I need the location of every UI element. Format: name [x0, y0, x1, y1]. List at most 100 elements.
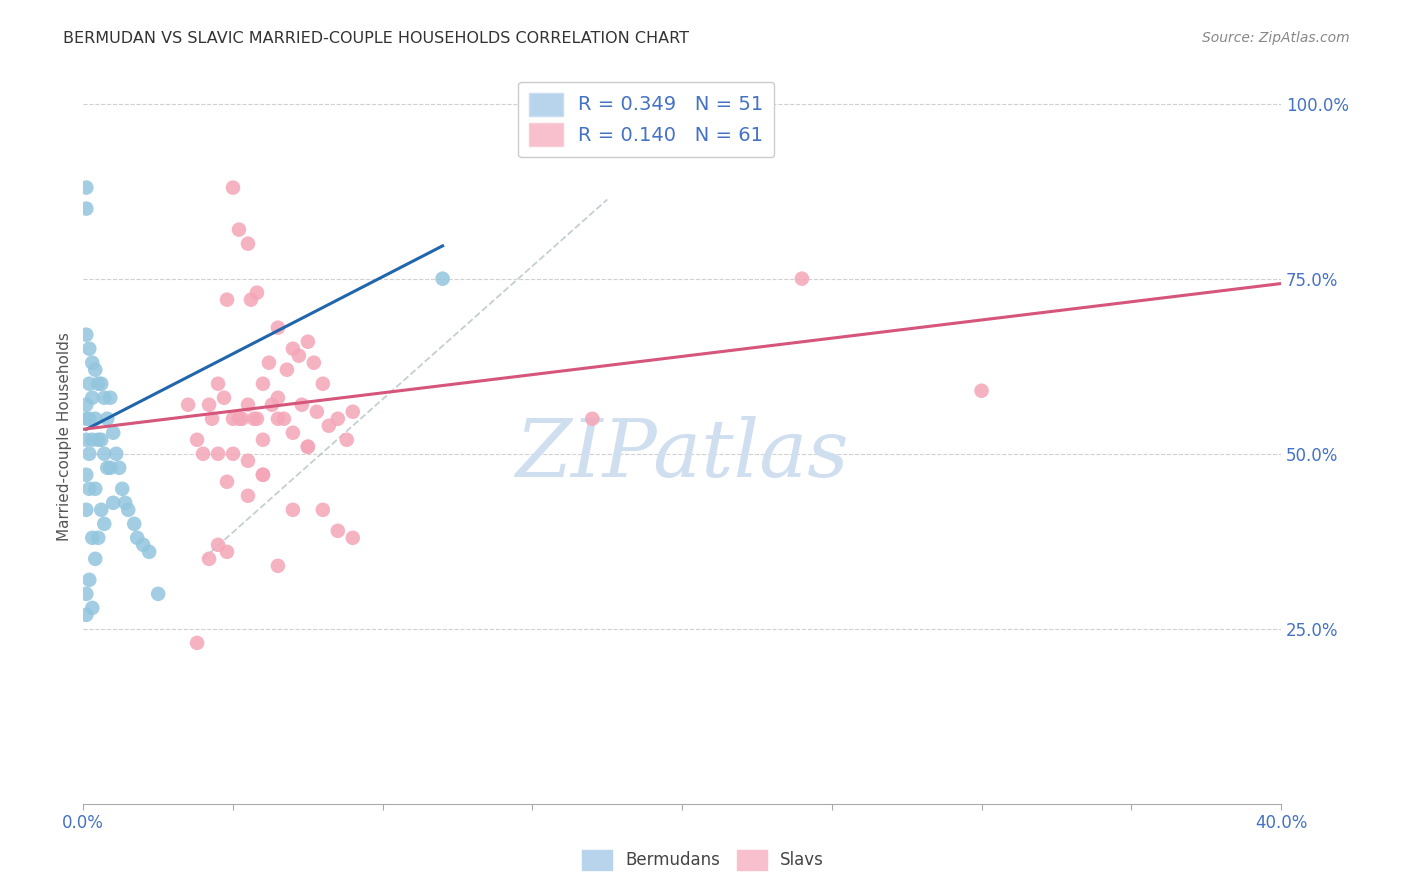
Point [77, 482, 100, 496]
Point [228, 222, 250, 236]
Point [75, 180, 97, 194]
Point [222, 411, 245, 425]
Point [281, 503, 304, 517]
Point [236, 489, 259, 503]
Point [186, 636, 208, 650]
Point [297, 334, 319, 349]
Point [93, 516, 115, 531]
Point [146, 587, 169, 601]
Point [114, 496, 136, 510]
Point [281, 425, 304, 440]
Point [75, 503, 97, 517]
Point [75, 398, 97, 412]
Point [90, 503, 112, 517]
Point [198, 551, 221, 566]
Point [215, 293, 238, 307]
Point [98, 460, 121, 475]
Point [201, 411, 224, 425]
Point [326, 524, 349, 538]
Point [127, 531, 149, 545]
Point [138, 545, 160, 559]
Point [243, 411, 266, 425]
Point [432, 271, 454, 285]
Point [87, 376, 110, 391]
Point [318, 418, 340, 433]
Point [312, 376, 335, 391]
Point [239, 293, 262, 307]
Point [288, 349, 311, 363]
Point [82, 600, 104, 615]
Point [336, 433, 359, 447]
Point [342, 531, 364, 545]
Point [273, 411, 295, 425]
Point [207, 447, 229, 461]
Point [312, 503, 335, 517]
Point [117, 503, 139, 517]
Point [790, 271, 813, 285]
Point [103, 425, 125, 440]
Text: ZIPatlas: ZIPatlas [516, 416, 849, 493]
Point [231, 411, 253, 425]
Text: Source: ZipAtlas.com: Source: ZipAtlas.com [1202, 31, 1350, 45]
Point [132, 538, 155, 552]
Point [186, 433, 208, 447]
Point [291, 398, 314, 412]
Point [75, 411, 97, 425]
Point [98, 391, 121, 405]
Legend: Bermudans, Slavs: Bermudans, Slavs [575, 843, 831, 877]
Point [105, 447, 128, 461]
Point [87, 433, 110, 447]
Point [207, 376, 229, 391]
Point [581, 411, 603, 425]
Point [297, 440, 319, 454]
Point [191, 447, 214, 461]
Point [212, 391, 235, 405]
Point [326, 411, 349, 425]
Point [281, 342, 304, 356]
Point [236, 454, 259, 468]
Point [93, 447, 115, 461]
Point [90, 433, 112, 447]
Point [84, 411, 107, 425]
Point [342, 405, 364, 419]
Point [228, 411, 250, 425]
Point [215, 545, 238, 559]
Point [77, 573, 100, 587]
Point [103, 496, 125, 510]
Point [87, 531, 110, 545]
Point [84, 482, 107, 496]
Point [77, 342, 100, 356]
Point [252, 467, 274, 482]
Y-axis label: Married-couple Households: Married-couple Households [58, 332, 72, 541]
Point [198, 398, 221, 412]
Point [252, 433, 274, 447]
Point [252, 467, 274, 482]
Point [84, 362, 107, 376]
Point [252, 376, 274, 391]
Point [75, 202, 97, 216]
Legend: R = 0.349   N = 51, R = 0.140   N = 61: R = 0.349 N = 51, R = 0.140 N = 61 [517, 81, 775, 157]
Text: BERMUDAN VS SLAVIC MARRIED-COUPLE HOUSEHOLDS CORRELATION CHART: BERMUDAN VS SLAVIC MARRIED-COUPLE HOUSEH… [63, 31, 689, 46]
Point [82, 356, 104, 370]
Point [111, 482, 134, 496]
Point [82, 391, 104, 405]
Point [84, 551, 107, 566]
Point [77, 376, 100, 391]
Point [75, 587, 97, 601]
Point [96, 411, 118, 425]
Point [276, 362, 298, 376]
Point [305, 405, 328, 419]
Point [122, 516, 145, 531]
Point [970, 384, 993, 398]
Point [82, 531, 104, 545]
Point [93, 391, 115, 405]
Point [257, 356, 280, 370]
Point [267, 320, 290, 334]
Point [267, 558, 290, 573]
Point [267, 391, 290, 405]
Point [267, 411, 290, 425]
Point [222, 180, 245, 194]
Point [75, 607, 97, 622]
Point [108, 460, 131, 475]
Point [222, 447, 245, 461]
